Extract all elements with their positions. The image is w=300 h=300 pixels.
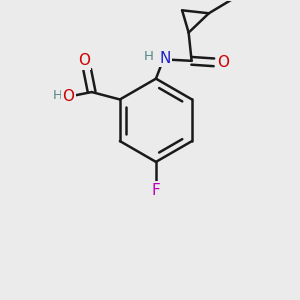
Text: H: H xyxy=(144,50,154,64)
Text: H: H xyxy=(53,88,63,101)
Text: O: O xyxy=(78,53,90,68)
Text: O: O xyxy=(218,55,230,70)
Text: F: F xyxy=(152,183,160,198)
Text: O: O xyxy=(62,89,74,104)
Text: N: N xyxy=(160,51,171,66)
